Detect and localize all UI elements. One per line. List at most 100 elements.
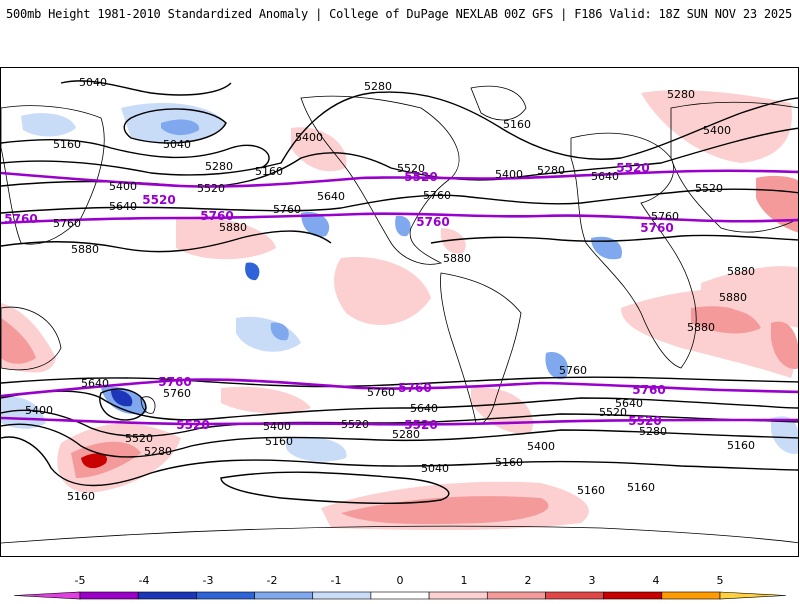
purple-5760-north <box>1 212 798 225</box>
purple-label: 5520 <box>176 418 209 432</box>
contour-label: 5160 <box>265 435 293 448</box>
contour-label: 5880 <box>443 252 471 265</box>
colorbar-tick-label: -4 <box>139 574 150 587</box>
colorbar-min-extension <box>13 591 81 600</box>
contour-label: 5160 <box>727 439 755 452</box>
colorbar-segments <box>13 591 787 600</box>
contour-labels: 5040 5040 5160 5160 5160 5280 5280 5280 … <box>25 76 755 503</box>
purple-label: 5520 <box>616 161 649 175</box>
contour-label: 5160 <box>255 165 283 178</box>
warm-anomaly-region <box>471 387 533 434</box>
north-america-outline <box>300 95 460 265</box>
purple-label: 5520 <box>628 414 661 428</box>
purple-label: 5520 <box>404 170 437 184</box>
contour-label: 5400 <box>527 440 555 453</box>
australia-outline <box>1 306 62 371</box>
south-america-outline <box>440 272 522 425</box>
contour-5160-north <box>1 139 270 169</box>
warm-anomaly-region <box>291 127 347 172</box>
contour-label: 5520 <box>341 418 369 431</box>
asia-west-outline <box>1 105 105 245</box>
colorbar-segment <box>545 591 604 600</box>
contour-label: 5160 <box>627 481 655 494</box>
contour-label: 5400 <box>109 180 137 193</box>
colorbar-tick-label: -1 <box>331 574 342 587</box>
contour-label: 5520 <box>397 162 425 175</box>
colorbar-segment <box>603 591 663 600</box>
cool-anomaly-region <box>111 389 133 407</box>
contour-label: 5760 <box>423 189 451 202</box>
cool-anomaly-region <box>771 416 798 454</box>
contour-label: 5520 <box>125 432 153 445</box>
contour-label: 5160 <box>577 484 605 497</box>
cool-anomaly-region <box>236 316 301 352</box>
colorbar-tick-label: 5 <box>717 574 724 587</box>
contour-label: 5640 <box>615 397 643 410</box>
contour-label: 5280 <box>205 160 233 173</box>
colorbar-tick-label: -5 <box>75 574 86 587</box>
purple-5760-south <box>1 378 798 398</box>
purple-contours <box>1 169 798 426</box>
cool-anomaly-region <box>301 212 330 237</box>
colorbar-tick-label: 3 <box>589 574 596 587</box>
contour-5280-south <box>1 423 798 458</box>
warm-anomaly-region <box>81 453 107 469</box>
warm-anomaly-region <box>176 217 276 260</box>
positive-anomalies <box>1 90 798 531</box>
contour-5040-north <box>60 80 232 96</box>
contour-label: 5760 <box>651 210 679 223</box>
colorbar-segment <box>370 591 430 600</box>
cool-anomaly-region <box>286 436 347 462</box>
colorbar-tick-label: 1 <box>461 574 468 587</box>
colorbar-segment <box>428 591 488 600</box>
warm-anomaly-region <box>1 318 36 364</box>
contour-5040-loop <box>123 108 227 144</box>
contour-label: 5520 <box>197 182 225 195</box>
contour-label: 5760 <box>273 203 301 216</box>
contour-label: 5760 <box>163 387 191 400</box>
contour-label: 5280 <box>364 80 392 93</box>
contour-label: 5160 <box>67 490 95 503</box>
purple-label: 5520 <box>142 193 175 207</box>
anomaly-map: 5040 5040 5160 5160 5160 5280 5280 5280 … <box>0 67 799 557</box>
cool-anomaly-region <box>270 322 289 341</box>
contour-label: 5160 <box>503 118 531 131</box>
contour-5880-atlantic <box>430 234 798 244</box>
contour-5160-south <box>1 436 798 487</box>
colorbar-tick-label: 4 <box>653 574 660 587</box>
colorbar-tick-label: 2 <box>525 574 532 587</box>
colorbar-tick-label: 0 <box>397 574 404 587</box>
warm-anomaly-region <box>771 321 798 369</box>
contour-label: 5880 <box>719 291 747 304</box>
warm-anomaly-region <box>756 175 798 233</box>
purple-label: 5760 <box>416 215 449 229</box>
colorbar-segment <box>661 591 721 600</box>
map-title: 500mb Height 1981-2010 Standardized Anom… <box>6 7 498 21</box>
contour-label: 5640 <box>317 190 345 203</box>
cool-anomaly-region <box>161 119 200 136</box>
asia-outline <box>670 101 798 233</box>
anomaly-map-svg: 5040 5040 5160 5160 5160 5280 5280 5280 … <box>1 76 798 544</box>
purple-label: 5760 <box>640 221 673 235</box>
contour-label: 5400 <box>703 124 731 137</box>
purple-label: 5760 <box>158 375 191 389</box>
purple-5520-south <box>1 416 798 426</box>
purple-label: 5760 <box>632 383 665 397</box>
contour-label: 5400 <box>495 168 523 181</box>
contour-label: 5760 <box>367 386 395 399</box>
contour-5040-south <box>220 471 450 505</box>
warm-anomaly-region <box>691 306 761 334</box>
warm-anomaly-region <box>334 257 431 325</box>
greenland-outline <box>470 85 527 121</box>
contour-label: 5640 <box>109 200 137 213</box>
contour-label: 5280 <box>667 88 695 101</box>
cool-anomaly-region <box>21 113 76 137</box>
contour-label: 5280 <box>392 428 420 441</box>
contour-label: 5040 <box>79 76 107 89</box>
colorbar-segment <box>312 591 372 600</box>
contour-label: 5880 <box>219 221 247 234</box>
contour-closed-low <box>99 388 147 421</box>
colorbar-max-extension <box>719 591 787 600</box>
purple-label: 5760 <box>4 212 37 226</box>
colorbar-segment <box>254 591 314 600</box>
